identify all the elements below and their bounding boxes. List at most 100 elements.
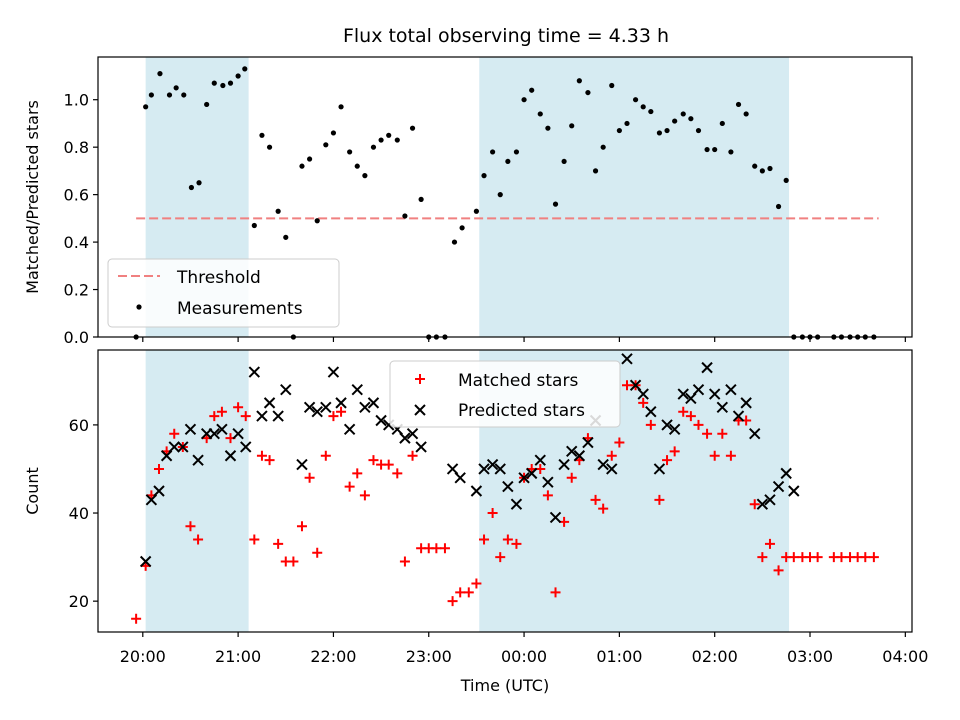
- predicted-stars-point: [470, 485, 483, 497]
- measurement-point: [451, 239, 458, 245]
- ratio-ytick-label: 0.2: [64, 281, 89, 300]
- xtick-label: 23:00: [406, 647, 452, 666]
- measurement-point: [719, 120, 725, 127]
- matched-stars-point: [606, 450, 617, 461]
- predicted-stars-point: [692, 383, 705, 396]
- measurement-point: [242, 66, 248, 72]
- predicted-stars-point: [597, 458, 609, 471]
- matched-stars-point: [598, 503, 609, 514]
- legend-measurements-label: Measurements: [177, 299, 303, 319]
- predicted-stars-point: [232, 428, 244, 440]
- matched-stars-point: [131, 613, 142, 624]
- predicted-stars-point: [749, 428, 761, 440]
- matched-stars-point: [645, 419, 656, 430]
- measurement-point: [338, 104, 344, 110]
- figure-title: Flux total observing time = 4.33 h: [343, 25, 669, 47]
- measurement-point: [188, 184, 195, 191]
- predicted-stars-point: [216, 423, 228, 436]
- matched-stars-point: [273, 538, 284, 549]
- ratio-ytick-label: 0.8: [64, 138, 89, 157]
- count-ytick-label: 60: [69, 416, 89, 435]
- predicted-stars-point: [168, 441, 180, 453]
- predicted-stars-point: [256, 410, 268, 422]
- matched-stars-point: [495, 552, 506, 563]
- measurement-point: [157, 71, 163, 77]
- matched-stars-point: [320, 450, 331, 461]
- predicted-stars-point: [740, 397, 752, 409]
- measurement-point: [490, 149, 496, 155]
- xtick-label: 03:00: [787, 647, 833, 666]
- predicted-stars-point: [454, 472, 466, 484]
- predicted-stars-point: [406, 428, 419, 440]
- measurement-point: [561, 158, 567, 165]
- measurement-point: [569, 123, 575, 129]
- measurement-point: [521, 97, 527, 103]
- predicted-stars-point: [494, 463, 506, 475]
- predicted-stars-point: [367, 397, 380, 409]
- measurement-point: [386, 132, 392, 138]
- matched-stars-point: [757, 552, 768, 563]
- xtick-label: 01:00: [596, 647, 642, 666]
- measurement-point: [624, 120, 630, 127]
- measurement-point: [394, 137, 400, 143]
- matched-stars-point: [638, 397, 649, 408]
- matched-stars-point: [511, 538, 522, 549]
- predicted-stars-point: [343, 423, 356, 436]
- predicted-stars-point: [558, 458, 570, 471]
- predicted-stars-point: [351, 383, 363, 396]
- count-panel: 20 40 60 20:00 21:00 22:00 23:00 00:00 01:00 02:0…: [23, 349, 928, 695]
- measurement-point: [323, 142, 329, 148]
- predicted-stars-point: [303, 401, 316, 413]
- predicted-stars-point: [788, 485, 800, 497]
- xlabel: Time (UTC): [460, 676, 549, 695]
- ratio-axes-frame: [97, 56, 913, 338]
- predicted-stars-point: [518, 472, 530, 484]
- measurement-point: [330, 130, 337, 136]
- matched-stars-point: [590, 494, 601, 505]
- predicted-stars-point: [139, 555, 152, 568]
- predicted-stars-point: [677, 388, 689, 400]
- matched-stars-point: [336, 406, 347, 417]
- measurement-point: [259, 132, 265, 138]
- matched-stars-point: [216, 406, 227, 417]
- count-ytick-label: 20: [69, 592, 89, 611]
- measurement-point: [752, 163, 758, 169]
- measurement-point: [775, 203, 782, 210]
- predicted-stars-point: [525, 467, 538, 480]
- predicted-stars-point: [153, 485, 165, 497]
- predicted-stars-point: [177, 441, 189, 453]
- measurement-point: [505, 158, 511, 165]
- matched-stars-point: [209, 411, 220, 422]
- measurement-point: [148, 92, 154, 98]
- matched-stars-point: [399, 556, 410, 567]
- predicted-stars-point: [645, 405, 657, 418]
- measurement-point: [283, 234, 289, 240]
- predicted-stars-point: [224, 450, 237, 462]
- predicted-stars-point: [573, 450, 586, 462]
- measurement-point: [473, 208, 480, 214]
- matched-stars-point: [868, 552, 879, 563]
- predicted-stars-point: [192, 454, 204, 466]
- matched-stars-point: [749, 499, 760, 510]
- measurement-point: [656, 130, 663, 136]
- predicted-stars-point: [399, 432, 411, 444]
- measurement-point: [314, 218, 320, 224]
- ratio-panel: 0.0 0.2 0.4 0.6 0.8 1.0 Matched/Predicted star…: [23, 56, 913, 347]
- matched-stars-point: [249, 534, 260, 545]
- matched-stars-point: [296, 521, 307, 532]
- predicted-stars-point: [701, 361, 713, 374]
- predicted-stars-point: [375, 414, 387, 427]
- matched-stars-point: [447, 596, 458, 607]
- predicted-stars-point: [653, 463, 666, 475]
- matched-stars-point: [368, 455, 379, 466]
- count-axes-frame: [97, 349, 913, 633]
- predicted-stars-point: [280, 383, 292, 396]
- predicted-stars-point: [184, 423, 197, 436]
- legend-threshold-label: Threshold: [176, 268, 261, 288]
- xtick-label: 22:00: [310, 647, 356, 666]
- measurement-point: [783, 177, 789, 183]
- matched-stars-point: [669, 446, 680, 457]
- measurement-point: [664, 127, 670, 134]
- matched-stars-point: [702, 428, 713, 439]
- predicted-stars-point: [359, 401, 371, 413]
